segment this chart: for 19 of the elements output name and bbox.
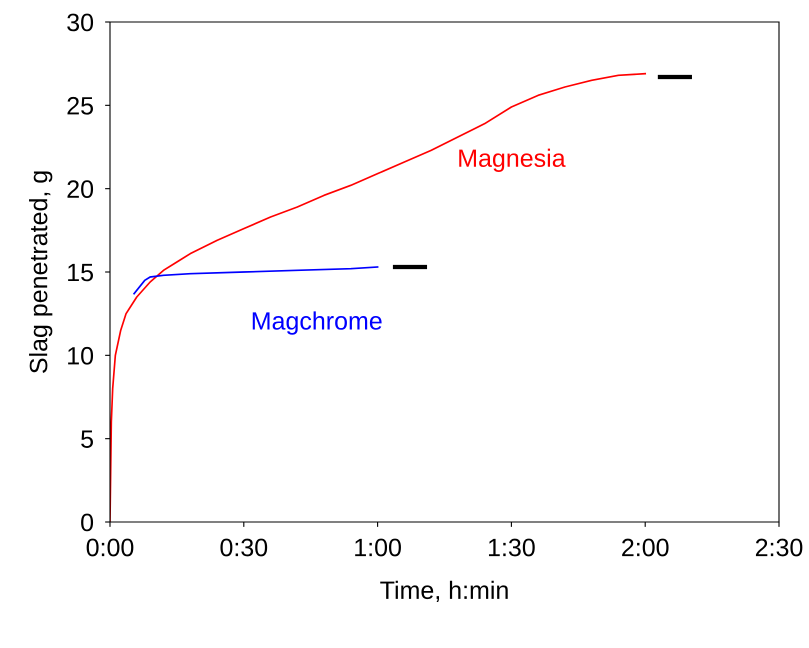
y-tick-label: 15 (68, 264, 93, 282)
y-tick-label: 25 (67, 96, 93, 115)
x-tick-label: 0:00 (86, 538, 134, 556)
series-label: Magnesia (459, 148, 566, 172)
y-tick-label: 20 (67, 180, 94, 198)
y-axis-title: Slag penetrated, g (29, 171, 52, 374)
x-axis-title: Time, h:min (380, 580, 508, 602)
x-tick-label: 1:30 (488, 538, 535, 556)
line-series (133, 266, 378, 294)
y-tick-label: 5 (81, 430, 93, 448)
y-tick-label: 10 (68, 346, 94, 365)
y-tick-label: 30 (67, 14, 94, 32)
x-tick-label: 1:00 (355, 538, 401, 556)
series-label: Magchrome (252, 311, 382, 335)
x-tick-label: 0:30 (220, 538, 268, 556)
line-series (110, 72, 646, 522)
y-tick-label: 0 (81, 514, 94, 532)
x-tick-label: 2:00 (622, 538, 669, 556)
x-tick-label: 2:30 (756, 538, 802, 556)
